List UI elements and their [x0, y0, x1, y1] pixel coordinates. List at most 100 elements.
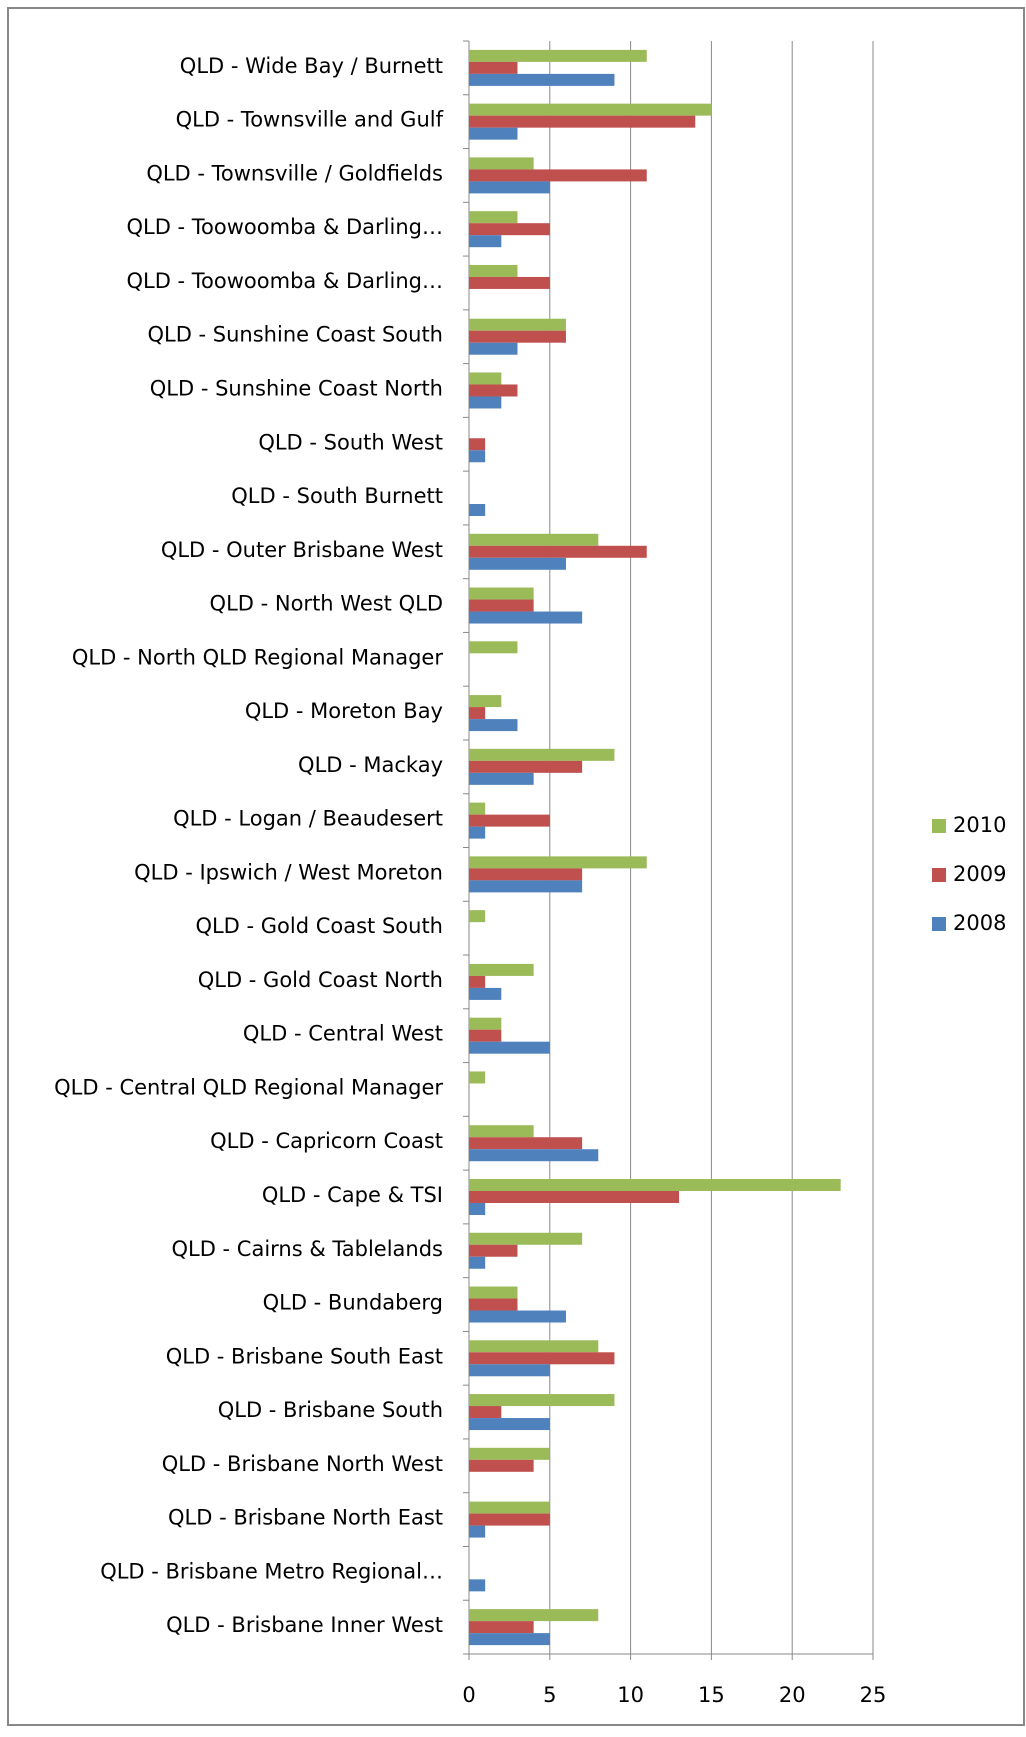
- y-tick-label: QLD - Sunshine Coast South: [147, 323, 443, 347]
- bar: [469, 707, 486, 720]
- y-tick-label: QLD - South Burnett: [231, 484, 443, 508]
- bar: [469, 1513, 550, 1526]
- bar: [469, 545, 647, 558]
- y-tick-label: QLD - Townsville and Gulf: [176, 108, 444, 132]
- y-tick-label: QLD - Central QLD Regional Manager: [54, 1075, 443, 1099]
- bar: [469, 641, 518, 654]
- y-tick-label: QLD - Toowoomba & Darling…: [126, 215, 443, 239]
- bar: [469, 975, 486, 988]
- bar: [469, 157, 534, 170]
- legend-label: 2010: [953, 813, 1006, 837]
- bar: [469, 772, 534, 785]
- bar: [469, 318, 566, 331]
- y-tick-label: QLD - Wide Bay / Burnett: [180, 54, 443, 78]
- y-tick-label: QLD - Central West: [243, 1022, 443, 1046]
- bar: [469, 695, 502, 708]
- bar: [469, 856, 647, 869]
- bar: [469, 611, 583, 624]
- bar: [469, 372, 502, 385]
- y-tick-label: QLD - Brisbane North East: [168, 1506, 443, 1530]
- bar: [469, 814, 550, 827]
- legend-label: 2008: [953, 911, 1006, 935]
- bar: [469, 1633, 550, 1646]
- y-tick-label: QLD - Moreton Bay: [245, 699, 443, 723]
- bar: [469, 49, 647, 62]
- bar: [469, 760, 583, 773]
- y-tick-label: QLD - Gold Coast North: [198, 968, 443, 992]
- x-tick-label: 0: [462, 1683, 475, 1707]
- bar: [469, 1364, 550, 1377]
- bar: [469, 1178, 841, 1191]
- bar: [469, 1041, 550, 1054]
- bar: [469, 169, 647, 182]
- y-tick-label: QLD - Brisbane Inner West: [166, 1613, 443, 1637]
- bar: [469, 396, 502, 409]
- y-tick-label: QLD - Sunshine Coast North: [150, 376, 443, 400]
- bar: [469, 1406, 502, 1419]
- bar: [469, 868, 583, 881]
- bar: [469, 1256, 486, 1269]
- bar: [469, 987, 502, 1000]
- y-tick-label: QLD - Outer Brisbane West: [161, 538, 443, 562]
- bar: [469, 1190, 680, 1203]
- x-tick-label: 20: [779, 1683, 806, 1707]
- legend-swatch: [932, 819, 946, 833]
- bar: [469, 276, 550, 289]
- bar: [469, 127, 518, 140]
- bar: [469, 1621, 534, 1634]
- y-tick-label: QLD - Brisbane South East: [166, 1344, 443, 1368]
- bar: [469, 504, 486, 517]
- bar: [469, 1286, 518, 1299]
- bar: [469, 1579, 486, 1592]
- bar: [469, 826, 486, 839]
- y-tick-label: QLD - Cape & TSI: [262, 1183, 443, 1207]
- bar: [469, 533, 599, 546]
- bar: [469, 748, 615, 761]
- legend-swatch: [932, 917, 946, 931]
- legend-label: 2009: [953, 862, 1006, 886]
- legend-swatch: [932, 868, 946, 882]
- y-tick-label: QLD - Brisbane North West: [162, 1452, 443, 1476]
- y-tick-label: QLD - Toowoomba & Darling…: [126, 269, 443, 293]
- bar: [469, 910, 486, 923]
- bar: [469, 223, 550, 236]
- y-tick-label: QLD - Townsville / Goldfields: [146, 161, 443, 185]
- bar: [469, 1447, 550, 1460]
- bar: [469, 1418, 550, 1431]
- bar: [469, 1609, 599, 1622]
- bar: [469, 61, 518, 74]
- bar: [469, 330, 566, 343]
- bar: [469, 1017, 502, 1030]
- y-tick-label: QLD - Brisbane South: [218, 1398, 443, 1422]
- bar: [469, 1137, 583, 1150]
- bar: [469, 1244, 518, 1257]
- bar: [469, 1525, 486, 1538]
- y-tick-label: QLD - South West: [258, 430, 443, 454]
- y-tick-label: QLD - Brisbane Metro Regional…: [100, 1559, 443, 1583]
- bar: [469, 557, 566, 570]
- bar: [469, 181, 550, 194]
- bar: [469, 1071, 486, 1084]
- bar: [469, 1459, 534, 1472]
- bar: [469, 1232, 583, 1245]
- y-tick-label: QLD - Logan / Beaudesert: [173, 807, 443, 831]
- bar: [469, 235, 502, 248]
- bar: [469, 1125, 534, 1138]
- bar: [469, 1298, 518, 1311]
- bar: [469, 802, 486, 815]
- bar: [469, 450, 486, 463]
- bar: [469, 264, 518, 277]
- bar: [469, 73, 615, 86]
- y-tick-label: QLD - Bundaberg: [263, 1291, 443, 1315]
- bar: [469, 1149, 599, 1162]
- bar: [469, 1202, 486, 1215]
- y-tick-label: QLD - Capricorn Coast: [210, 1129, 443, 1153]
- bar: [469, 880, 583, 893]
- y-tick-label: QLD - North QLD Regional Manager: [72, 645, 443, 669]
- bar: [469, 211, 518, 224]
- x-tick-label: 25: [860, 1683, 887, 1707]
- y-tick-label: QLD - Gold Coast South: [195, 914, 443, 938]
- bar: [469, 438, 486, 451]
- x-tick-label: 5: [543, 1683, 556, 1707]
